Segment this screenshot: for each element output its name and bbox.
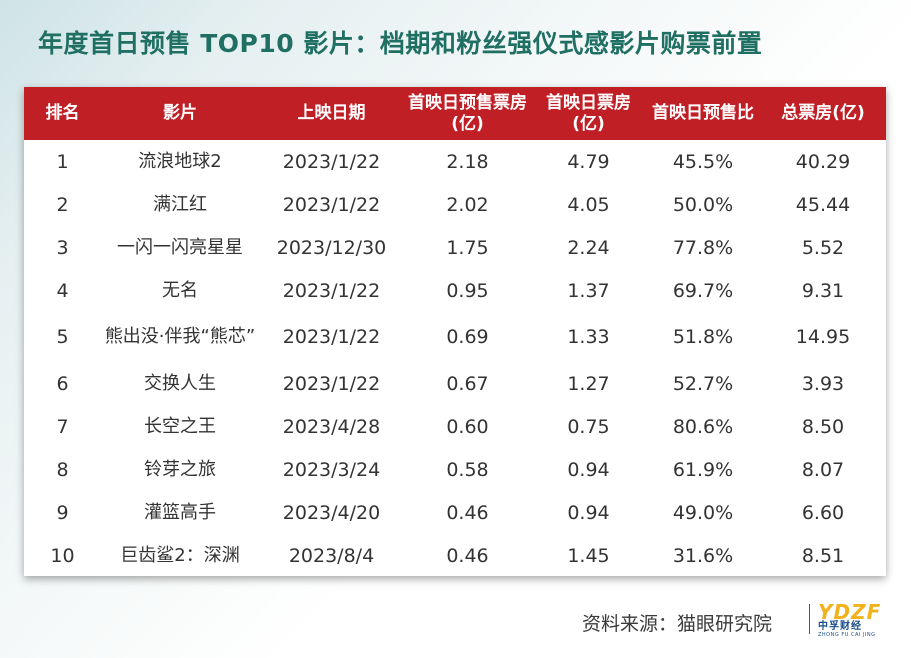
cell-presale: 0.60: [446, 415, 489, 438]
cell-release-date: 2023/1/22: [282, 193, 381, 216]
source-note: 资料来源：猫眼研究院: [582, 613, 773, 635]
cell-film: 灌篮高手: [144, 501, 216, 523]
cell-film: 一闪一闪亮星星: [117, 236, 243, 258]
table-row: 9 灌篮高手 2023/4/20 0.46 0.94 49.0% 6.60: [24, 491, 886, 534]
logo-english: ZHONG FU CAI JING: [818, 632, 876, 638]
cell-film: 流浪地球2: [138, 150, 222, 172]
cell-first-day: 1.45: [567, 544, 610, 567]
cell-presale-ratio: 51.8%: [672, 326, 734, 348]
box-office-table: 排名 影片 上映日期 首映日预售票房(亿) 首映日票房(亿) 首映日预售比 总票…: [24, 87, 886, 577]
header-first-day: 首映日票房(亿): [546, 92, 631, 134]
cell-release-date: 2023/1/22: [282, 372, 381, 395]
cell-presale: 1.75: [446, 236, 489, 259]
table-row: 4 无名 2023/1/22 0.95 1.37 69.7% 9.31: [24, 269, 886, 312]
cell-presale-ratio: 45.5%: [672, 150, 734, 173]
table-row: 2 满江红 2023/1/22 2.02 4.05 50.0% 45.44: [24, 183, 886, 226]
cell-film: 长空之王: [144, 415, 216, 437]
cell-first-day: 1.27: [567, 372, 610, 395]
header-film: 影片: [163, 103, 197, 123]
cell-first-day: 4.05: [567, 193, 610, 216]
cell-film: 交换人生: [144, 372, 216, 394]
cell-presale-ratio: 31.6%: [672, 544, 734, 567]
header-total: 总票房(亿): [781, 103, 865, 123]
table-row: 1 流浪地球2 2023/1/22 2.18 4.79 45.5% 40.29: [24, 140, 886, 183]
table-row: 7 长空之王 2023/4/28 0.60 0.75 80.6% 8.50: [24, 405, 886, 448]
cell-rank: 7: [56, 415, 69, 438]
cell-presale-ratio: 50.0%: [672, 193, 734, 216]
cell-presale-ratio: 69.7%: [672, 279, 734, 302]
cell-release-date: 2023/3/24: [282, 458, 381, 481]
cell-rank: 8: [56, 458, 69, 481]
cell-presale-ratio: 77.8%: [672, 236, 734, 259]
cell-presale-ratio: 52.7%: [672, 372, 734, 395]
logo-divider: [809, 604, 810, 634]
header-release-date: 上映日期: [297, 103, 366, 123]
cell-first-day: 0.75: [567, 415, 610, 438]
cell-presale: 0.69: [446, 326, 489, 348]
table-row: 8 铃芽之旅 2023/3/24 0.58 0.94 61.9% 8.07: [24, 448, 886, 491]
cell-presale-ratio: 49.0%: [672, 501, 734, 524]
cell-rank: 5: [56, 326, 69, 348]
brand-logo: YDZF 中孚财经 ZHONG FU CAI JING: [818, 600, 888, 638]
cell-presale: 0.58: [446, 458, 489, 481]
cell-release-date: 2023/4/28: [282, 415, 381, 438]
cell-presale: 2.02: [446, 193, 489, 216]
cell-presale: 0.67: [446, 372, 489, 395]
cell-total: 9.31: [801, 279, 845, 302]
cell-release-date: 2023/1/22: [282, 279, 381, 302]
cell-rank: 10: [50, 544, 75, 567]
cell-release-date: 2023/1/22: [282, 326, 381, 348]
cell-total: 14.95: [795, 326, 851, 348]
cell-total: 8.07: [801, 458, 845, 481]
cell-release-date: 2023/8/4: [288, 544, 375, 567]
cell-first-day: 1.37: [567, 279, 610, 302]
cell-presale: 0.95: [446, 279, 489, 302]
table-card: 排名 影片 上映日期 首映日预售票房(亿) 首映日票房(亿) 首映日预售比 总票…: [24, 87, 886, 576]
cell-rank: 6: [56, 372, 69, 395]
cell-total: 5.52: [801, 236, 845, 259]
cell-total: 45.44: [795, 193, 851, 216]
cell-first-day: 1.33: [567, 326, 610, 348]
cell-total: 40.29: [795, 150, 851, 173]
cell-presale: 0.46: [446, 501, 489, 524]
cell-total: 8.51: [801, 544, 845, 567]
cell-first-day: 4.79: [567, 150, 610, 173]
cell-first-day: 0.94: [567, 501, 610, 524]
table-row: 10 巨齿鲨2：深渊 2023/8/4 0.46 1.45 31.6% 8.51: [24, 534, 886, 577]
logo-mark: YDZF: [818, 600, 882, 624]
cell-total: 6.60: [801, 501, 845, 524]
cell-release-date: 2023/4/20: [282, 501, 381, 524]
header-presale: 首映日预售票房(亿): [408, 92, 527, 134]
cell-first-day: 2.24: [567, 236, 610, 259]
table-row: 3 一闪一闪亮星星 2023/12/30 1.75 2.24 77.8% 5.52: [24, 226, 886, 269]
cell-rank: 4: [56, 279, 69, 302]
table-header-row: 排名 影片 上映日期 首映日预售票房(亿) 首映日票房(亿) 首映日预售比 总票…: [24, 87, 886, 140]
cell-release-date: 2023/12/30: [276, 236, 387, 259]
header-rank: 排名: [45, 103, 80, 123]
header-presale-ratio: 首映日预售比: [652, 103, 754, 123]
cell-presale-ratio: 61.9%: [672, 458, 734, 481]
cell-presale-ratio: 80.6%: [672, 415, 734, 438]
cell-film: 铃芽之旅: [144, 458, 216, 480]
cell-film: 巨齿鲨2：深渊: [120, 544, 240, 566]
page-title: 年度首日预售 TOP10 影片：档期和粉丝强仪式感影片购票前置: [38, 29, 763, 58]
cell-presale: 0.46: [446, 544, 489, 567]
logo-chinese: 中孚财经: [818, 621, 862, 632]
cell-rank: 1: [56, 150, 69, 173]
cell-film: 熊出没·伴我“熊芯”: [104, 326, 256, 347]
cell-rank: 2: [56, 193, 69, 216]
cell-release-date: 2023/1/22: [282, 150, 381, 173]
table-row: 5 熊出没·伴我“熊芯” 2023/1/22 0.69 1.33 51.8% 14.95: [24, 312, 886, 362]
cell-rank: 3: [56, 236, 69, 259]
cell-total: 3.93: [801, 372, 845, 395]
cell-total: 8.50: [801, 415, 845, 438]
cell-first-day: 0.94: [567, 458, 610, 481]
cell-presale: 2.18: [446, 150, 489, 173]
cell-rank: 9: [56, 501, 69, 524]
cell-film: 满江红: [153, 193, 207, 215]
table-row: 6 交换人生 2023/1/22 0.67 1.27 52.7% 3.93: [24, 362, 886, 405]
cell-film: 无名: [162, 279, 198, 301]
